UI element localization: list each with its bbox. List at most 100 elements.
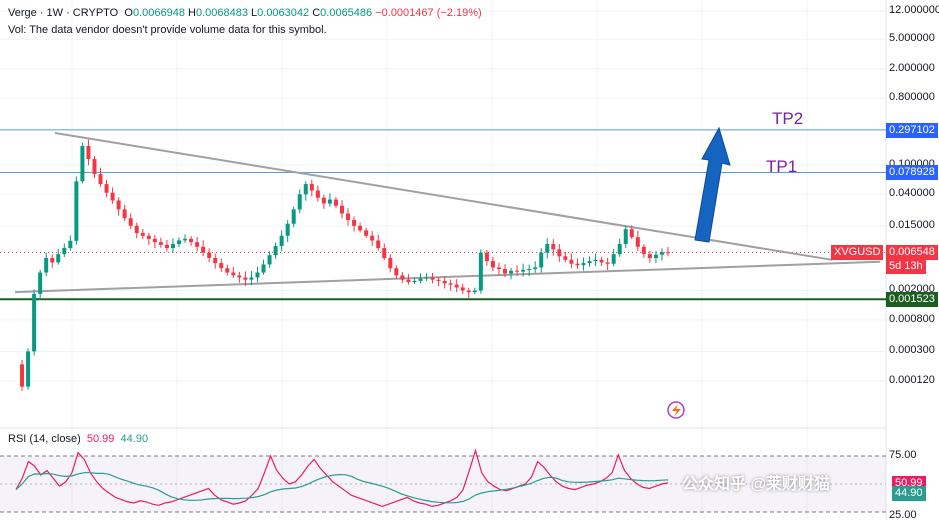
candle-body: [666, 252, 670, 254]
candle-body: [321, 197, 326, 204]
candle-body: [140, 232, 145, 236]
candle-body: [376, 240, 381, 249]
candle-body: [629, 229, 634, 238]
candle-body: [237, 275, 242, 278]
rsi-ma-value-tag: 44.90: [892, 485, 926, 501]
candle-body: [641, 246, 646, 255]
candle-body: [291, 209, 296, 224]
candle-body: [50, 258, 55, 263]
candle-body: [225, 268, 230, 273]
candle-body: [243, 277, 248, 280]
candle-body: [128, 218, 133, 226]
open-value: 0.0066948: [132, 7, 185, 19]
candle-body: [189, 238, 194, 243]
candle-body: [146, 235, 151, 239]
candle-body: [327, 199, 332, 204]
candle-body: [593, 259, 598, 262]
high-label: H: [188, 7, 196, 19]
breakout-arrow: [694, 126, 731, 243]
bar-countdown-tag: 5d 13h: [886, 259, 926, 275]
candle-body: [285, 223, 290, 236]
candle-body: [116, 200, 121, 210]
tp2-label: TP2: [772, 109, 804, 128]
candle-body: [364, 230, 369, 236]
price-axis-tick-label: 0.000300: [889, 344, 935, 357]
candle-body: [436, 279, 441, 281]
rsi-ma-line: [15, 472, 669, 504]
candle-body: [617, 244, 622, 255]
candle-body: [309, 184, 314, 191]
price-axis-tick-label: 0.000120: [889, 373, 935, 386]
close-label: C: [312, 7, 321, 19]
candle-body: [472, 290, 477, 293]
candle-body: [496, 267, 501, 270]
candle-body: [466, 290, 471, 293]
candle-body: [20, 364, 25, 387]
candle-body: [333, 199, 338, 206]
candle-body: [539, 252, 544, 268]
candle-body: [346, 213, 351, 220]
candle-body: [152, 238, 157, 243]
candle-body: [563, 256, 568, 260]
candle-body: [195, 242, 200, 247]
candle-body: [611, 254, 616, 264]
candle-body: [490, 261, 495, 268]
low-label: L: [251, 7, 258, 19]
candle-body: [659, 252, 664, 255]
candle-body: [213, 258, 218, 264]
candle-body: [503, 269, 507, 274]
candle-body: [303, 184, 308, 195]
rsi-axis-label: 25.00: [889, 509, 917, 521]
lightning-icon: [672, 404, 681, 417]
candle-body: [551, 244, 556, 250]
candle-body: [267, 255, 272, 265]
candle-body: [201, 246, 206, 253]
candle-body: [448, 283, 453, 285]
lightning-icon: [667, 401, 685, 419]
candle-body: [340, 205, 344, 214]
candle-body: [515, 270, 520, 272]
price-axis-tick-label: 0.800000: [889, 91, 935, 104]
candle-body: [370, 235, 375, 241]
candle-body: [110, 192, 115, 201]
tp1-label: TP1: [766, 157, 798, 176]
candle-body: [484, 252, 489, 262]
candle-body: [158, 242, 163, 245]
candle-body: [315, 190, 320, 198]
candle-body: [394, 268, 399, 276]
candle-body: [599, 259, 604, 263]
low-value: 0.0063042: [257, 7, 310, 19]
candle-body: [424, 277, 429, 279]
candle-body: [454, 284, 459, 288]
candle-body: [581, 263, 586, 266]
close-value: 0.0065486: [320, 7, 373, 19]
candle-body: [177, 240, 181, 245]
candle-body: [44, 258, 49, 273]
candle-body: [74, 181, 79, 241]
price-tag-level: 0.297102: [886, 122, 938, 138]
rsi-line: [15, 448, 669, 508]
change-value: −0.0001467 (−2.19%): [375, 7, 482, 19]
candle-body: [569, 259, 574, 264]
candle-body: [605, 262, 610, 264]
candle-body: [442, 280, 447, 284]
price-axis-tick-label: 0.040000: [889, 187, 935, 200]
candle-body: [207, 252, 212, 259]
candle-body: [400, 275, 405, 280]
candle-body: [557, 249, 562, 257]
candle-body: [261, 264, 266, 273]
ohlc-legend: Verge · 1W · CRYPTO O0.0066948 H0.006848…: [8, 7, 482, 19]
price-axis-tick-label: 5.000000: [889, 32, 935, 45]
price-axis-tick-label: 0.000800: [889, 312, 935, 325]
candle-body: [358, 225, 363, 231]
candle-body: [635, 237, 640, 247]
candle-body: [279, 235, 284, 246]
candle-body: [545, 244, 550, 253]
triangle-lower-trendline: [14, 260, 881, 294]
candle-body: [134, 225, 139, 233]
candle-body: [32, 293, 37, 352]
candle-body: [460, 287, 465, 291]
candle-body: [170, 244, 175, 249]
